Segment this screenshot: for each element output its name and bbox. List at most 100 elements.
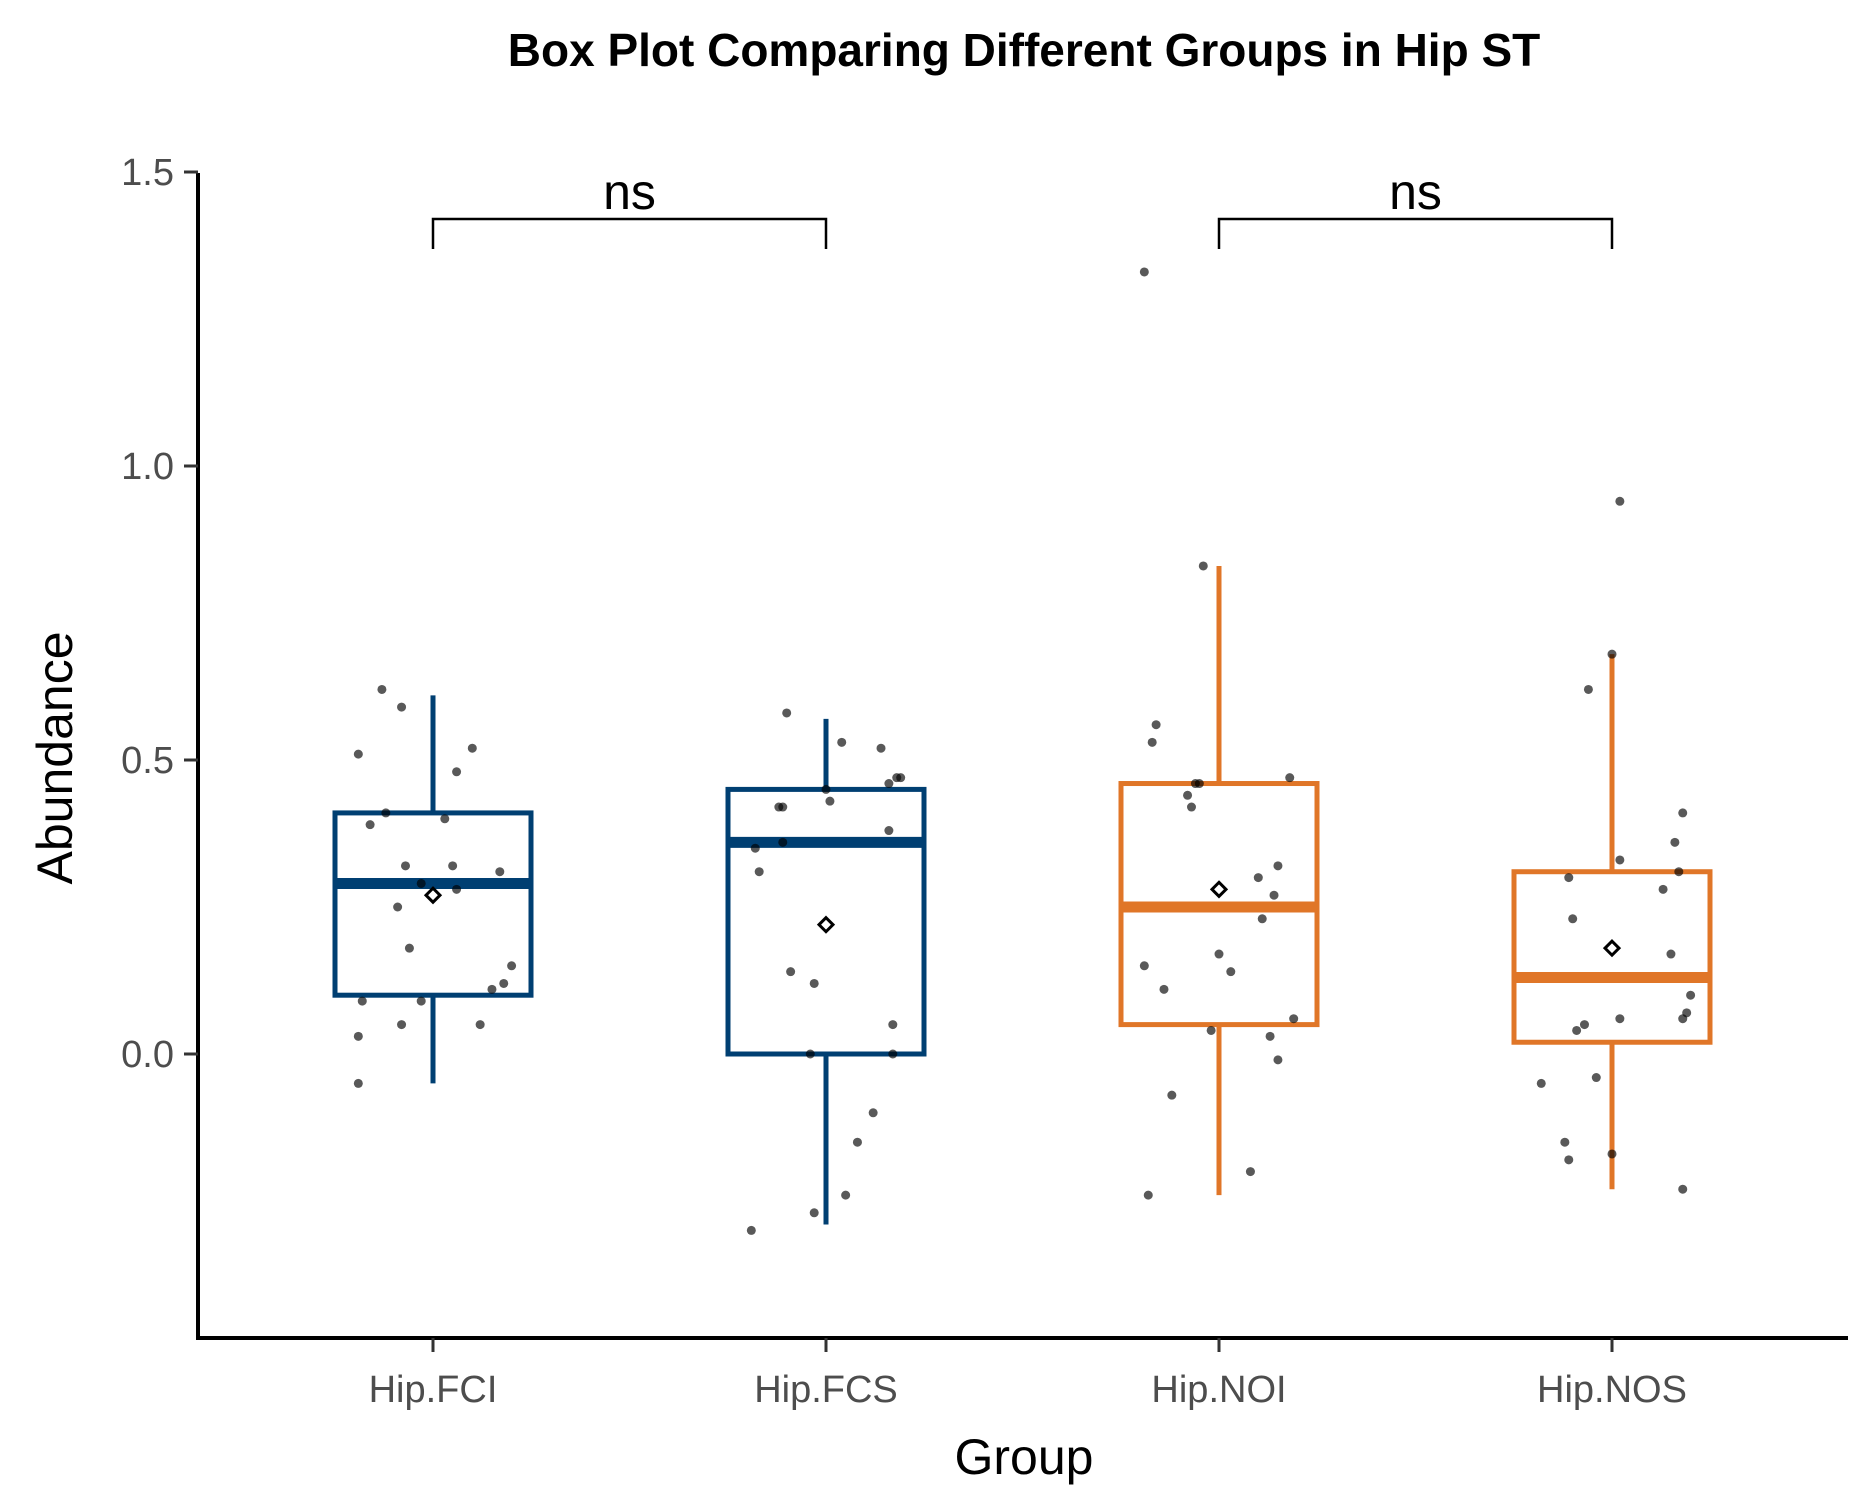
data-point (1591, 1073, 1601, 1083)
y-tick-label: 1.5 (121, 152, 174, 194)
data-point (888, 1020, 898, 1030)
mean-marker (1602, 939, 1622, 958)
data-point (1568, 914, 1578, 924)
data-point (1678, 1014, 1688, 1024)
data-point (1285, 773, 1295, 783)
significance-label: ns (1389, 164, 1442, 220)
data-point (397, 702, 407, 712)
data-point (404, 943, 414, 953)
data-point (499, 978, 509, 988)
data-point (397, 1020, 407, 1030)
data-point (1560, 1137, 1570, 1147)
data-point (825, 796, 835, 806)
box-Hip.NOS (1511, 869, 1713, 1045)
y-tick-label: 0.0 (121, 1034, 174, 1076)
data-point (448, 861, 458, 871)
data-point (353, 1031, 363, 1041)
data-point (1607, 1149, 1617, 1159)
data-point (452, 884, 462, 894)
data-point (1269, 890, 1279, 900)
data-point (1226, 967, 1236, 977)
data-point (1666, 949, 1676, 959)
data-point (440, 814, 450, 824)
data-point (1273, 861, 1283, 871)
data-point (1151, 720, 1161, 730)
data-point (1674, 867, 1684, 877)
data-point (1159, 984, 1169, 994)
data-point (400, 861, 410, 871)
data-point (1615, 855, 1625, 865)
data-point (1194, 779, 1204, 789)
data-point (1253, 873, 1263, 883)
plot-layer: 0.0 0.5 1.0 1.5 Hip.FCI Hip.FCS Hip.NOI Hip.NOS… (121, 152, 1848, 1411)
data-point (1289, 1014, 1299, 1024)
data-point (495, 867, 505, 877)
data-point (357, 996, 367, 1006)
data-point (1167, 1090, 1177, 1100)
data-point (1607, 649, 1617, 659)
data-point (393, 902, 403, 912)
x-tick-label: Hip.FCI (369, 1369, 498, 1411)
data-point (809, 1208, 819, 1218)
data-point (353, 749, 363, 759)
x-tick-label: Hip.FCS (754, 1369, 898, 1411)
data-point (1198, 561, 1208, 571)
data-point (868, 1108, 878, 1118)
y-tick-label: 0.5 (121, 740, 174, 782)
data-point (750, 843, 760, 853)
data-point (507, 961, 517, 971)
data-point (1670, 837, 1680, 847)
mean-marker (816, 915, 836, 934)
data-point (821, 784, 831, 794)
data-point (353, 1078, 363, 1088)
y-axis-title: Abundance (27, 631, 83, 884)
data-point (1564, 873, 1574, 883)
significance-bracket (431, 217, 828, 250)
data-point (1273, 1055, 1283, 1065)
data-point (487, 984, 497, 994)
data-point (778, 837, 788, 847)
data-point (452, 767, 462, 777)
y-tick-label: 1.0 (121, 446, 174, 488)
data-point (1139, 267, 1149, 277)
chart-title: Box Plot Comparing Different Groups in H… (508, 24, 1540, 76)
data-point (892, 773, 902, 783)
data-point (1678, 1184, 1688, 1194)
data-point (884, 826, 894, 836)
data-point (884, 779, 894, 789)
data-point (475, 1020, 485, 1030)
data-point (467, 743, 477, 753)
data-point (809, 978, 819, 988)
data-point (1564, 1155, 1574, 1165)
data-point (1615, 496, 1625, 506)
data-point (1143, 1190, 1153, 1200)
x-tick-label: Hip.NOI (1151, 1369, 1286, 1411)
data-point (746, 1225, 756, 1235)
data-point (1615, 1014, 1625, 1024)
data-point (1245, 1167, 1255, 1177)
data-point (1206, 1025, 1216, 1035)
x-tick-label: Hip.NOS (1537, 1369, 1687, 1411)
data-point (1265, 1031, 1275, 1041)
data-point (1257, 914, 1267, 924)
data-point (1147, 737, 1157, 747)
data-point (841, 1190, 851, 1200)
x-axis-title: Group (955, 1429, 1094, 1485)
data-point (1186, 802, 1196, 812)
data-point (381, 808, 391, 818)
data-point (1686, 990, 1696, 1000)
data-point (888, 1049, 898, 1059)
data-point (805, 1049, 815, 1059)
data-point (377, 684, 387, 694)
mean-marker (423, 886, 443, 905)
data-point (774, 802, 784, 812)
data-point (786, 967, 796, 977)
data-point (852, 1137, 862, 1147)
data-point (416, 996, 426, 1006)
data-point (837, 737, 847, 747)
significance-label: ns (603, 164, 656, 220)
data-point (1139, 961, 1149, 971)
data-point (1579, 1020, 1589, 1030)
